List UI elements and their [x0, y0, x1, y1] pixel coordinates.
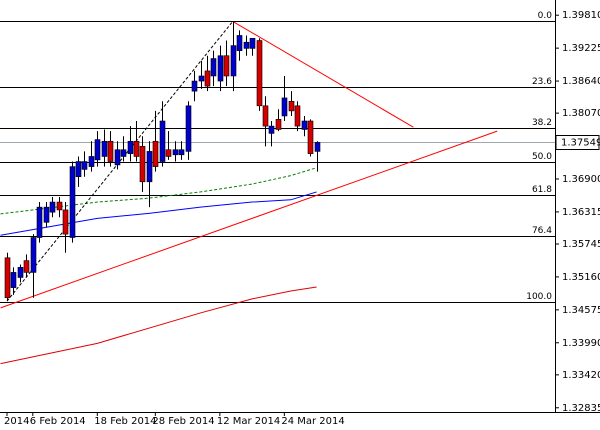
candle-body [152, 140, 159, 167]
candle-body [268, 125, 275, 134]
moving-average [0, 167, 317, 215]
x-tick-label: 24 Mar 2014 [281, 416, 344, 427]
fib-level-label: 61.8 [532, 185, 552, 195]
y-tick-label: 1.35160 [562, 272, 600, 283]
y-tick-label: 1.33420 [562, 370, 600, 381]
y-tick-label: 1.36315 [562, 207, 600, 218]
candle-body [17, 267, 24, 278]
candle-body [217, 55, 224, 82]
candle-body [275, 119, 282, 130]
candle-body [236, 35, 243, 51]
x-tick-label: 12 Mar 2014 [217, 416, 280, 427]
y-tick-label: 1.38070 [562, 108, 600, 119]
candle-body [301, 120, 308, 130]
fib-level-label: 50.0 [532, 152, 552, 162]
moving-average [0, 191, 317, 236]
x-tick-label: 6 Feb 2014 [30, 416, 86, 427]
candle-body [307, 120, 314, 154]
x-tick-label: 18 Feb 2014 [94, 416, 156, 427]
y-tick-label: 1.32835 [562, 403, 600, 414]
candle-body [43, 206, 50, 223]
x-tick-label: 28 Feb 2014 [152, 416, 214, 427]
candle-body [62, 209, 69, 235]
candle-body [159, 120, 166, 162]
candle-body [4, 257, 11, 299]
candle-body [69, 166, 76, 238]
candle-body [146, 151, 153, 183]
candle-body [165, 149, 172, 157]
candle-body [223, 55, 230, 77]
last-price-label: 1.37549 [561, 138, 600, 149]
candle-body [294, 105, 301, 127]
candle-body [30, 237, 37, 273]
candle-body [314, 142, 321, 152]
candle-body [36, 206, 43, 238]
candle-body [114, 149, 121, 166]
fib-level-label: 76.4 [532, 226, 552, 236]
candle-body [256, 40, 263, 107]
candle-body [198, 75, 205, 82]
candle-body [49, 201, 56, 213]
x-tick-label: 2014 [4, 416, 29, 427]
y-tick-label: 1.36900 [562, 174, 600, 185]
candle-body [81, 161, 88, 170]
last-price-box [555, 135, 600, 150]
y-tick-label: 1.39810 [562, 10, 600, 21]
candle-body [230, 45, 237, 77]
candle-body [88, 156, 95, 167]
fib-level-label: 38.2 [532, 118, 552, 128]
trend-line [232, 20, 414, 128]
trend-line [0, 130, 498, 309]
y-tick-label: 1.39225 [562, 43, 600, 54]
candle-body [281, 97, 288, 117]
candle-body [210, 58, 217, 77]
y-tick-label: 1.35745 [562, 239, 600, 250]
candle-body [172, 149, 179, 156]
candle-body [288, 101, 295, 112]
candle-body [94, 139, 101, 161]
fib-level-label: 23.6 [532, 77, 552, 87]
y-tick-label: 1.33990 [562, 338, 600, 349]
candle-body [191, 80, 198, 92]
candle-body [101, 140, 108, 157]
candle-body [262, 105, 269, 127]
moving-average [0, 286, 317, 365]
candle-body [243, 41, 250, 49]
y-tick-label: 1.38640 [562, 76, 600, 87]
candle-body [133, 140, 140, 157]
candle-body [185, 105, 192, 152]
candle-body [107, 140, 114, 162]
candle-body [23, 260, 30, 273]
candle-body [56, 201, 63, 211]
candle-body [120, 149, 127, 157]
candle-body [178, 149, 185, 156]
candle-body [249, 37, 256, 49]
y-tick-label: 1.34575 [562, 305, 600, 316]
candle-body [75, 161, 82, 178]
fib-level-label: 100.0 [526, 292, 552, 302]
candle-body [204, 70, 211, 87]
fib-level-label: 0.0 [538, 11, 553, 21]
candle-body [10, 272, 17, 288]
candle-body [139, 146, 146, 183]
candle-body [127, 140, 134, 154]
